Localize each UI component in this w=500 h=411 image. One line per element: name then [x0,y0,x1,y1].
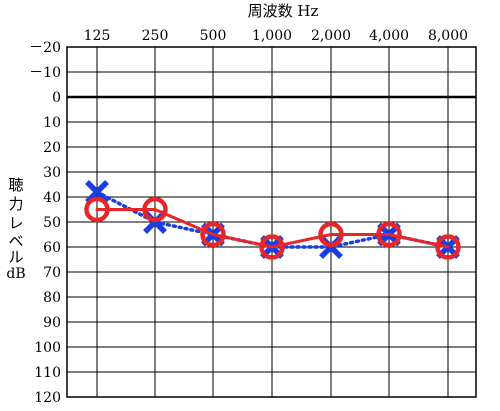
x-tick-label: 250 [142,28,169,44]
plot-frame [66,46,477,398]
x-tick-label: 1,000 [252,28,292,44]
series-circle [84,196,461,260]
y-tick-label: 0 [52,90,61,106]
x-axis-label: 周波数 Hz [248,2,319,20]
y-tick-label: 30 [43,165,61,181]
y-tick-label: 70 [43,265,61,281]
y-label-char: 聴 [8,176,23,194]
y-label-char: 力 [8,195,23,213]
y-tick-label: 40 [43,190,61,206]
y-tick-label: 100 [34,340,61,356]
y-label-char: ベ [8,232,23,250]
x-tick-label: 8,000 [428,28,468,44]
x-tick-labels: 125 250 500 1,000 2,000 4,000 8,000 [84,28,468,44]
y-tick-label: －10 [29,65,61,81]
circle-marker [259,234,285,260]
series-layer [84,180,461,260]
y-label-char: dB [6,266,25,282]
y-tick-label: 60 [43,240,61,256]
y-tick-label: 50 [43,215,61,231]
x-tick-label: 2,000 [311,28,351,44]
x-tick-label: 4,000 [369,28,409,44]
y-tick-label: 20 [43,140,61,156]
y-tick-label: 110 [34,365,61,381]
grid [67,46,476,398]
y-label-char: ル [8,248,23,266]
y-tick-label: －20 [29,40,61,56]
y-label-char: レ [8,214,23,232]
circle-marker [142,196,168,223]
x-tick-label: 125 [84,28,111,44]
y-tick-label: 80 [43,290,61,306]
x-tick-label: 500 [200,28,227,44]
circle-marker [376,221,402,248]
series-line [95,208,450,249]
circle-marker [435,234,461,260]
circle-marker [318,221,344,248]
frame-rect [66,46,477,398]
y-tick-label: 120 [34,390,61,406]
circle-marker [84,196,110,223]
circle-marker [200,221,226,248]
y-tick-label: 90 [43,315,61,331]
y-tick-label: 10 [43,115,61,131]
y-tick-labels: －20 －10 0 10 20 30 40 50 60 70 80 90 100 110 120 [29,40,61,406]
